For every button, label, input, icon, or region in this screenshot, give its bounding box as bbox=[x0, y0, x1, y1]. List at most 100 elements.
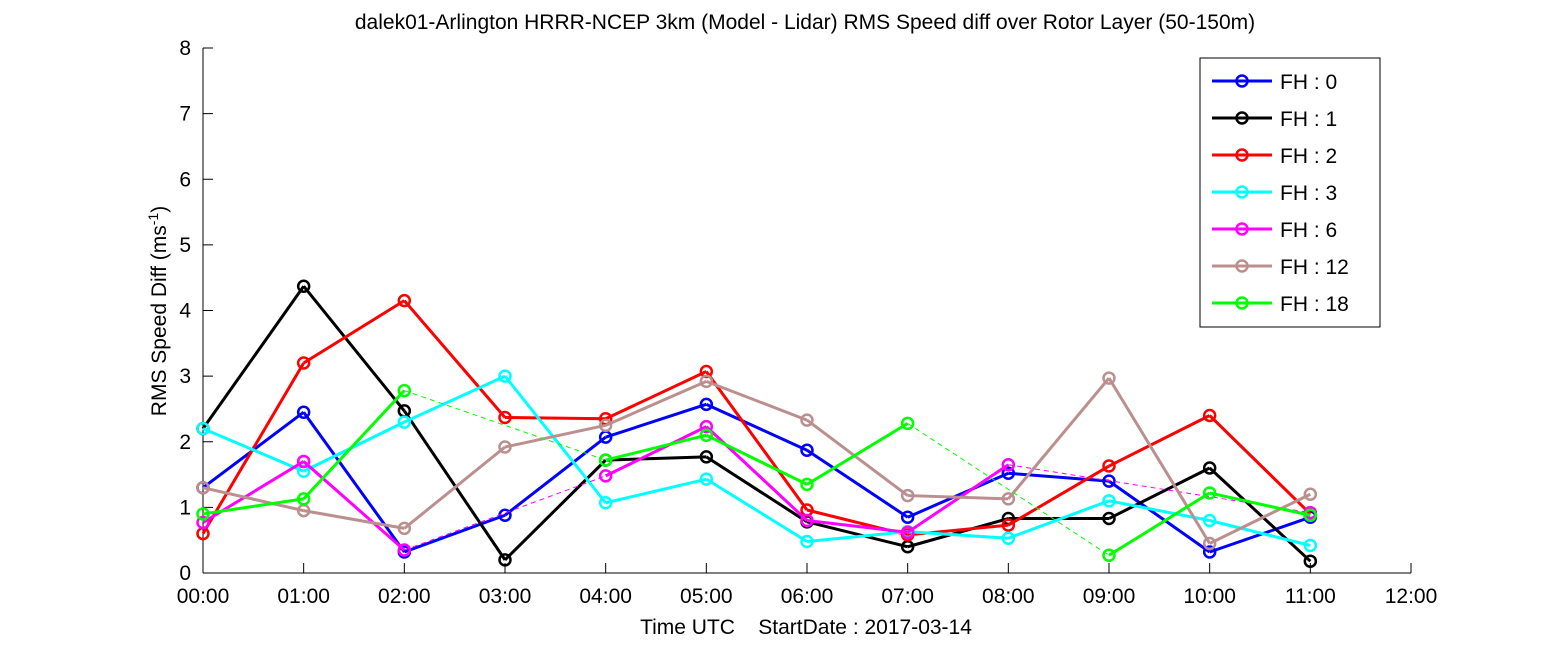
tick-labels: 00:00 01:00 02:00 03:00 04:00 05:00 06:00 07:00… bbox=[177, 37, 1438, 608]
x-tick-label: 02:00 bbox=[378, 585, 431, 608]
data-point bbox=[598, 418, 613, 433]
x-tick-label: 06:00 bbox=[781, 585, 834, 608]
data-point bbox=[1202, 545, 1217, 559]
data-point bbox=[296, 405, 311, 419]
series-line-segment bbox=[1209, 515, 1311, 554]
series-line-segment bbox=[504, 415, 606, 421]
y-tick-label: 5 bbox=[179, 234, 191, 257]
legend-label: FH : 0 bbox=[1280, 71, 1337, 94]
series-line-segment bbox=[1208, 466, 1312, 563]
legend-item: FH : 0 bbox=[1212, 71, 1337, 94]
data-point bbox=[296, 492, 311, 506]
data-point bbox=[800, 443, 814, 458]
x-tick-label: 11:00 bbox=[1285, 585, 1336, 608]
data-point bbox=[800, 534, 814, 549]
data-point bbox=[1001, 518, 1016, 532]
series-line-segment bbox=[605, 477, 707, 505]
data-point bbox=[800, 477, 814, 492]
data-point bbox=[699, 397, 714, 412]
data-point bbox=[900, 510, 915, 524]
data-point bbox=[296, 454, 311, 469]
legend-item: FH : 18 bbox=[1212, 293, 1349, 316]
series-line-segment bbox=[806, 530, 908, 543]
legend-swatch-marker bbox=[1235, 148, 1249, 162]
series-line-segment bbox=[705, 370, 809, 511]
series-line-segment bbox=[605, 370, 707, 421]
series-line-segment bbox=[1008, 471, 1110, 483]
series-2 bbox=[196, 293, 1318, 542]
series-line-segment bbox=[806, 422, 909, 486]
series-line-segment bbox=[1209, 492, 1311, 545]
series-line-segment bbox=[806, 520, 909, 549]
data-point bbox=[1102, 494, 1116, 508]
y-axis-label: RMS Speed Diff (ms-1) bbox=[145, 206, 171, 416]
legend-item: FH : 6 bbox=[1212, 219, 1337, 242]
series-line-segment bbox=[202, 427, 305, 473]
data-point bbox=[1001, 466, 1016, 480]
data-point bbox=[1102, 548, 1116, 563]
series-layer bbox=[196, 279, 1318, 568]
y-tick-label: 6 bbox=[179, 168, 191, 191]
series-line-segment bbox=[302, 299, 406, 365]
series-line-segment bbox=[202, 497, 304, 516]
data-point bbox=[1202, 513, 1217, 528]
series-line-segment bbox=[605, 433, 707, 462]
x-tick-label: 10:00 bbox=[1183, 585, 1236, 608]
series-line-segment bbox=[806, 519, 908, 534]
legend-label: FH : 1 bbox=[1280, 108, 1337, 131]
data-point bbox=[800, 513, 814, 528]
data-point bbox=[498, 553, 512, 567]
series-line-segment bbox=[202, 486, 305, 513]
data-point bbox=[1303, 487, 1318, 501]
data-point bbox=[1303, 508, 1318, 522]
series-line-segment bbox=[303, 509, 405, 530]
y-tick-label: 4 bbox=[179, 300, 191, 323]
series-line-segment bbox=[1108, 466, 1211, 520]
series-line-segment bbox=[806, 418, 909, 497]
data-point bbox=[1202, 486, 1217, 500]
series-3 bbox=[196, 369, 1318, 553]
series-line-segment bbox=[403, 374, 506, 424]
data-point bbox=[1102, 371, 1116, 385]
legend-item: FH : 3 bbox=[1212, 182, 1337, 205]
series-line-segment bbox=[403, 513, 506, 554]
data-point bbox=[900, 488, 915, 503]
x-tick-label: 07:00 bbox=[881, 585, 934, 608]
series-line-segment bbox=[302, 411, 406, 553]
series-gap-line bbox=[404, 475, 606, 551]
chart-title: dalek01-Arlington HRRR-NCEP 3km (Model -… bbox=[355, 11, 1255, 34]
data-point bbox=[1303, 538, 1318, 553]
series-line-segment bbox=[1007, 499, 1110, 540]
data-point bbox=[598, 469, 613, 483]
series-line-segment bbox=[1007, 464, 1110, 527]
series-line-segment bbox=[705, 433, 808, 486]
series-line-segment bbox=[705, 379, 808, 422]
data-point bbox=[699, 428, 714, 442]
data-point bbox=[1303, 554, 1318, 568]
series-line-segment bbox=[705, 477, 808, 543]
series-line-segment bbox=[1208, 414, 1312, 516]
x-tick-label: 12:00 bbox=[1385, 585, 1438, 608]
x-tick-label: 04:00 bbox=[579, 585, 632, 608]
x-tick-label: 05:00 bbox=[680, 585, 733, 608]
data-point bbox=[397, 383, 412, 398]
series-line-segment bbox=[1107, 377, 1211, 545]
series-line-segment bbox=[1209, 491, 1311, 517]
series-line-segment bbox=[403, 410, 507, 561]
series-line-segment bbox=[503, 459, 607, 561]
data-point bbox=[1102, 474, 1116, 488]
data-point bbox=[498, 440, 512, 454]
legend-swatch-marker bbox=[1235, 222, 1249, 236]
legend-item: FH : 12 bbox=[1212, 256, 1349, 279]
series-line-segment bbox=[1007, 377, 1111, 500]
series-line-segment bbox=[504, 435, 607, 517]
series-line-segment bbox=[907, 494, 1009, 501]
x-tick-label: 01:00 bbox=[277, 585, 330, 608]
data-point bbox=[196, 421, 210, 436]
legend-swatch-marker bbox=[1235, 296, 1249, 310]
data-point bbox=[1001, 531, 1016, 545]
legend-item: FH : 1 bbox=[1212, 108, 1337, 131]
data-point bbox=[699, 374, 714, 389]
y-axis-label-main: RMS Speed Diff (ms bbox=[148, 225, 171, 416]
data-point bbox=[296, 279, 311, 293]
